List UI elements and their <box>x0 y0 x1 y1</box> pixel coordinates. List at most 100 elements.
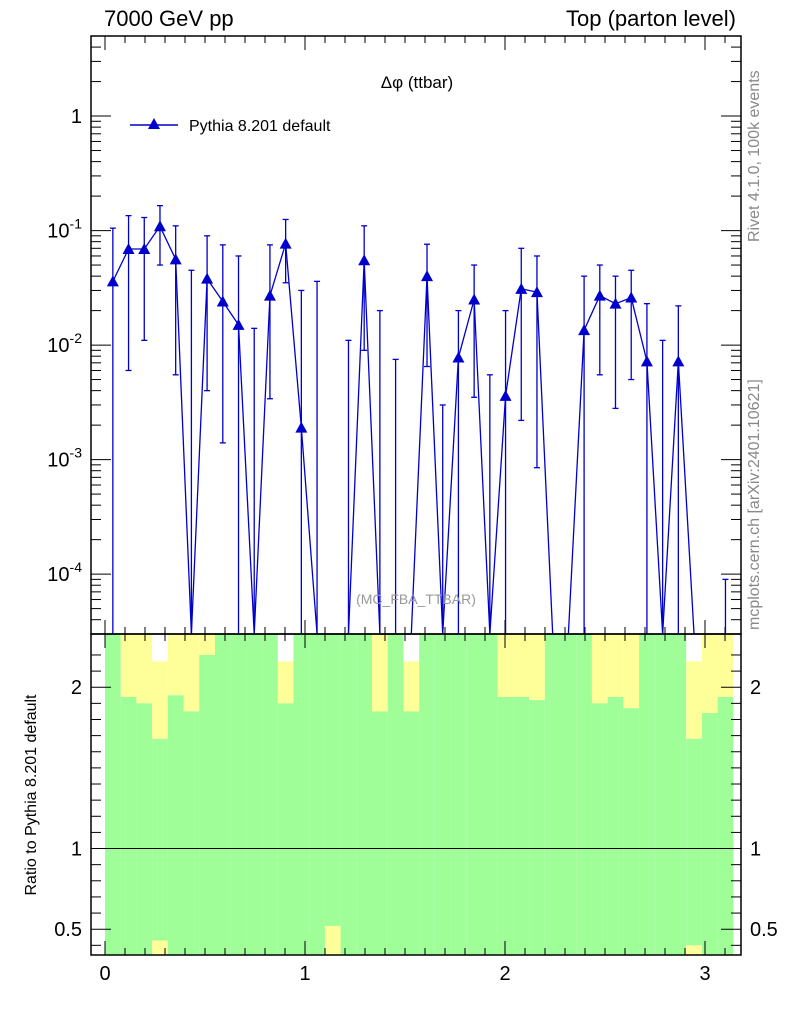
ratio-band-inner <box>277 703 294 955</box>
data-point <box>216 295 229 307</box>
legend-marker <box>148 118 160 129</box>
data-point <box>609 297 622 309</box>
collision-energy-label: 7000 GeV pp <box>104 6 234 31</box>
ratio-band-inner <box>372 711 388 955</box>
ratio-band-inner <box>120 696 137 955</box>
ratio-band-inner <box>686 738 702 946</box>
ratio-band-inner <box>293 634 310 955</box>
ratio-band-inner <box>246 634 263 955</box>
ratio-band-inner <box>262 634 278 955</box>
ratio-band-outer-upper <box>529 634 545 701</box>
ratio-band-outer-upper <box>199 634 215 655</box>
data-point <box>452 351 465 363</box>
ratio-band-inner <box>324 634 341 926</box>
data-point <box>499 389 512 401</box>
data-point <box>640 355 653 367</box>
ratio-band-inner <box>214 634 231 955</box>
data-point <box>153 220 166 232</box>
ratio-band-outer-upper <box>623 634 640 709</box>
ratio-y-tick-label: 1 <box>71 839 82 861</box>
top-y-tick-label: 10-4 <box>47 559 82 586</box>
ratio-band-inner <box>419 634 435 955</box>
ratio-band-inner <box>136 703 153 955</box>
ratio-band-inner <box>167 695 184 955</box>
ratio-band-inner <box>701 713 718 955</box>
ratio-band-inner <box>403 711 420 955</box>
data-point <box>358 254 371 266</box>
ratio-panel-frame <box>90 633 742 956</box>
ratio-bands <box>105 634 734 955</box>
data-point <box>138 243 151 255</box>
ratio-band-inner <box>639 634 655 955</box>
ratio-band-inner <box>152 738 168 941</box>
ratio-band-inner <box>513 696 530 955</box>
data-point <box>232 318 245 330</box>
ratio-band-outer-upper <box>167 634 184 696</box>
ratio-band-outer-upper <box>120 634 137 697</box>
ratio-band-inner <box>105 634 121 955</box>
top-panel-axes: 10-4 10-3 10-2 10-1 1 <box>47 35 741 635</box>
x-tick-label: 1 <box>299 963 310 985</box>
ratio-band-inner <box>340 634 357 955</box>
data-point <box>279 237 292 249</box>
data-point <box>201 272 214 284</box>
ratio-band-inner <box>576 634 592 955</box>
ratio-band-inner <box>434 634 451 955</box>
chart-title: Δφ (ttbar) <box>381 73 453 92</box>
ratio-y-tick-label-right: 0.5 <box>750 919 778 941</box>
process-label: Top (parton level) <box>566 6 736 31</box>
series-pythia <box>106 205 729 635</box>
data-point <box>672 355 685 367</box>
ratio-band-outer-lower <box>152 940 168 955</box>
top-y-tick-label: 10-2 <box>47 330 82 357</box>
ratio-band-inner <box>450 634 467 955</box>
data-point <box>169 253 182 265</box>
ratio-band-inner <box>387 634 404 955</box>
ratio-band-inner <box>356 634 373 955</box>
x-tick-label: 2 <box>499 963 510 985</box>
ratio-band-inner <box>717 696 734 955</box>
ratio-band-outer-upper <box>136 634 153 704</box>
ratio-band-outer-upper <box>513 634 530 697</box>
top-y-tick-label: 1 <box>71 106 82 128</box>
analysis-label: (MC_FBA_TTBAR) <box>356 591 476 607</box>
ratio-band-inner <box>591 703 608 955</box>
ratio-band-outer-lower <box>324 925 341 955</box>
ratio-panel-axes: 0 1 2 3 0.5 0.5 1 1 2 2 <box>54 634 778 985</box>
data-point <box>421 270 434 282</box>
data-point <box>122 243 135 255</box>
ratio-band-inner <box>560 634 577 955</box>
ratio-band-outer-upper <box>403 661 420 712</box>
ratio-band-inner <box>670 634 687 955</box>
ratio-y-tick-label-right: 1 <box>750 839 761 861</box>
data-point <box>468 293 481 305</box>
ratio-band-inner <box>230 634 247 955</box>
ratio-band-inner <box>497 696 514 955</box>
ratio-band-outer-upper <box>277 661 294 704</box>
x-tick-label: 3 <box>699 963 710 985</box>
data-point <box>295 421 308 433</box>
data-point <box>578 324 591 336</box>
ratio-band-outer-upper <box>717 634 734 697</box>
ratio-band-inner <box>623 708 640 955</box>
data-point <box>515 282 528 294</box>
ratio-y-tick-label: 2 <box>71 677 82 699</box>
ratio-band-outer-upper <box>591 634 608 704</box>
ratio-band-inner <box>309 634 325 955</box>
ratio-band-inner <box>466 634 482 955</box>
ratio-ylabel: Ratio to Pythia 8.201 default <box>23 694 40 896</box>
ratio-band-inner <box>183 711 200 955</box>
ratio-band-outer-upper <box>372 634 388 712</box>
top-y-tick-label: 10-3 <box>47 445 82 472</box>
ratio-band-inner <box>529 700 545 955</box>
ratio-y-tick-label: 0.5 <box>54 919 82 941</box>
ratio-band-inner <box>482 634 498 955</box>
data-point <box>106 275 119 287</box>
ratio-band-outer-lower <box>686 945 702 955</box>
ratio-y-tick-label-right: 2 <box>750 677 761 699</box>
ratio-band-inner <box>544 634 561 955</box>
legend: Pythia 8.201 default <box>130 118 331 135</box>
data-point <box>263 289 276 301</box>
ratio-band-outer-upper <box>497 634 514 697</box>
